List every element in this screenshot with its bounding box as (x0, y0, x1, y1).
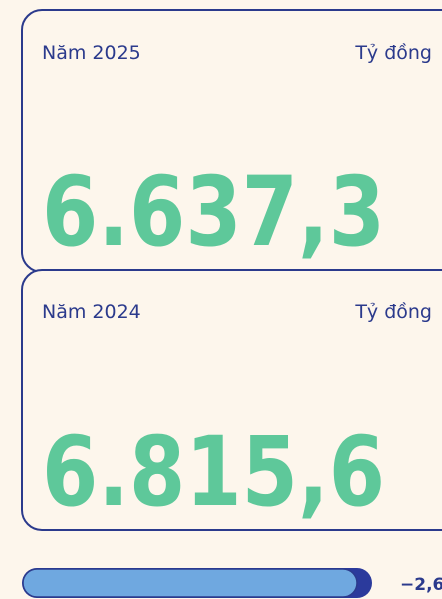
card-unit: Tỷ đồng (354, 301, 432, 323)
card-value: 6.815,6 (42, 416, 385, 528)
card-label: Năm 2025 (42, 42, 141, 64)
card-value: 6.637,3 (42, 156, 385, 268)
card-unit: Tỷ đồng (354, 42, 432, 64)
bar (22, 568, 358, 598)
card (21, 269, 442, 531)
card-label: Năm 2024 (42, 301, 141, 323)
change-value: −2,6 (400, 575, 442, 595)
